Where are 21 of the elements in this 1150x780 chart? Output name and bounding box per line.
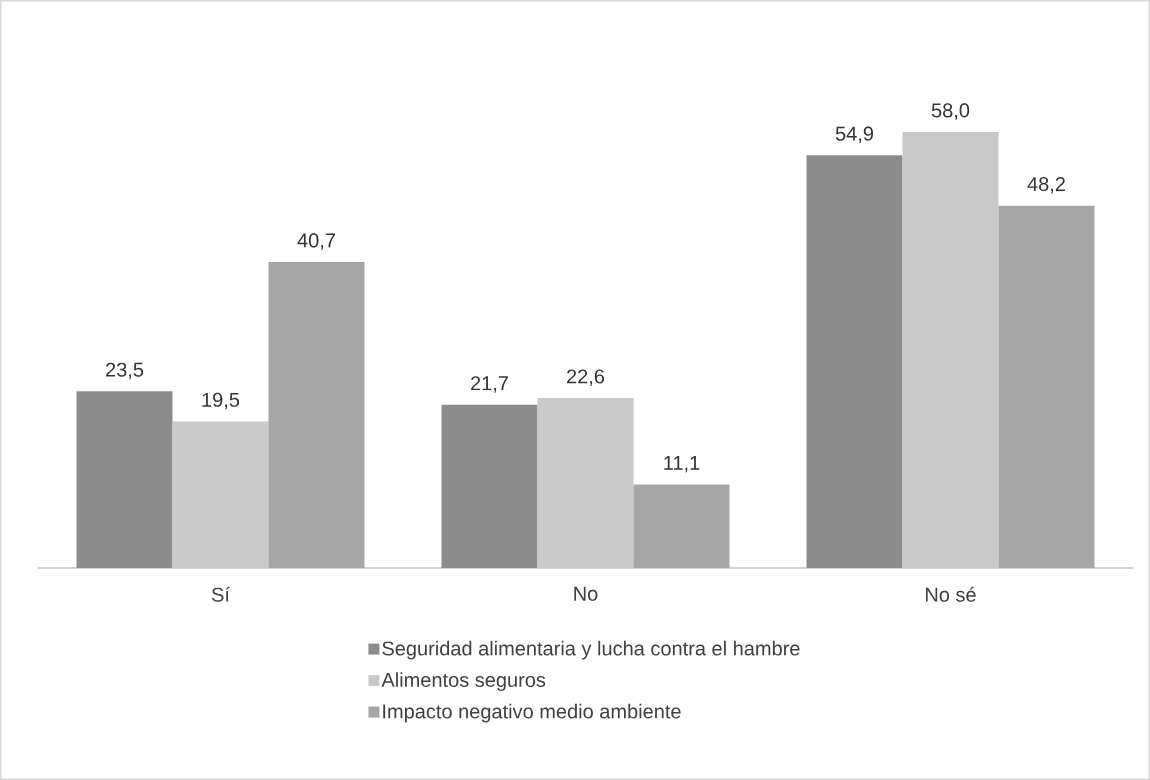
bar — [76, 391, 173, 568]
data-label: 11,1 — [664, 456, 700, 473]
x-tick-label: No sé — [926, 586, 976, 602]
data-label: 23,5 — [106, 362, 144, 380]
data-label: 19,5 — [202, 392, 240, 410]
x-tick-label: No — [574, 586, 598, 601]
data-label: 22,6 — [567, 369, 605, 386]
legend-label: Seguridad alimentaria y lucha contra el hambre — [382, 640, 800, 660]
legend-label: Impacto negativo medio ambiente — [383, 703, 681, 723]
data-label: 58,0 — [931, 103, 970, 120]
bar — [441, 404, 538, 568]
bar — [902, 132, 999, 568]
data-label: 40,7 — [297, 233, 335, 250]
data-label: 54,9 — [835, 126, 874, 144]
data-label: 48,2 — [1027, 176, 1065, 194]
bar — [172, 421, 269, 568]
bar — [537, 398, 634, 568]
bar — [806, 155, 903, 568]
x-tick-label: Sí — [211, 586, 230, 602]
legend-label: Alimentos seguros — [381, 672, 546, 691]
data-label: 21,7 — [471, 376, 508, 393]
